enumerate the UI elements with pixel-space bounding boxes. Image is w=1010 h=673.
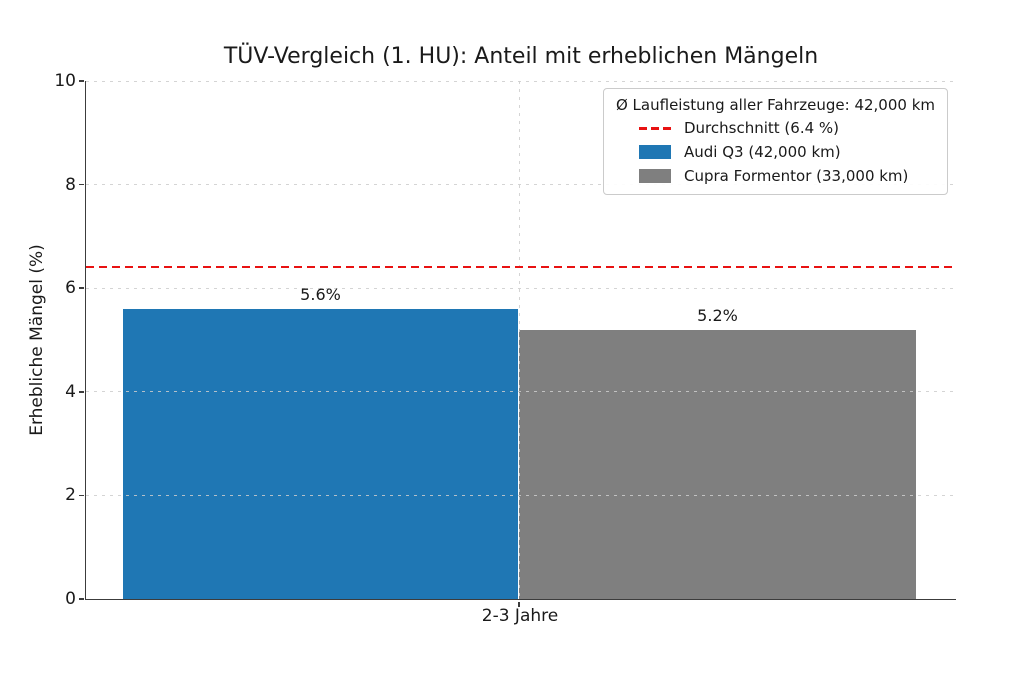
x-tick-label: 2-3 Jahre bbox=[481, 606, 559, 626]
red-dashed-line-icon bbox=[639, 126, 671, 130]
bar-cupra-formentor bbox=[519, 329, 916, 599]
average-reference-line bbox=[86, 266, 956, 269]
y-tick-label: 8 bbox=[65, 174, 76, 195]
y-tick-mark bbox=[79, 80, 84, 82]
legend: Ø Laufleistung aller Fahrzeuge: 42,000 k… bbox=[603, 88, 948, 195]
bar-value-label-cupra: 5.2% bbox=[697, 305, 738, 325]
y-tick-mark bbox=[79, 287, 84, 289]
legend-title: Ø Laufleistung aller Fahrzeuge: 42,000 k… bbox=[615, 96, 935, 114]
plot-area: 5.6% 5.2% Ø Laufleistung aller Fahrzeuge… bbox=[85, 80, 956, 607]
legend-item-durchschnitt: Durchschnitt (6.4 %) bbox=[612, 116, 939, 140]
y-gridline bbox=[86, 80, 956, 82]
x-tick-mark bbox=[518, 602, 520, 607]
y-tick-mark bbox=[79, 598, 84, 600]
bar-audi-q3 bbox=[123, 308, 518, 599]
y-tick-label: 6 bbox=[65, 278, 76, 299]
y-tick-label: 2 bbox=[65, 485, 76, 506]
y-tick-label: 4 bbox=[65, 381, 76, 402]
y-tick-mark bbox=[79, 494, 84, 497]
y-tick-label: 0 bbox=[65, 589, 76, 609]
y-axis-label: Erhebliche Mängel (%) bbox=[27, 244, 47, 436]
gray-swatch-icon bbox=[639, 169, 671, 183]
y-tick-mark bbox=[79, 391, 84, 393]
y-gridline bbox=[86, 287, 956, 289]
y-gridline bbox=[86, 184, 956, 186]
legend-item-label: Audi Q3 (42,000 km) bbox=[684, 143, 841, 161]
legend-item-cupra-formentor: Cupra Formentor (33,000 km) bbox=[612, 164, 939, 188]
y-tick-mark bbox=[79, 183, 84, 186]
y-gridline bbox=[86, 391, 956, 393]
legend-item-audi-q3: Audi Q3 (42,000 km) bbox=[612, 140, 939, 164]
legend-item-label: Durchschnitt (6.4 %) bbox=[684, 119, 840, 137]
x-gridline bbox=[518, 81, 520, 599]
chart-title: TÜV-Vergleich (1. HU): Anteil mit erhebl… bbox=[223, 44, 819, 69]
y-tick-label: 10 bbox=[54, 71, 76, 91]
y-gridline bbox=[86, 494, 956, 496]
legend-item-label: Cupra Formentor (33,000 km) bbox=[684, 167, 909, 185]
bar-value-label-audi: 5.6% bbox=[300, 284, 341, 304]
blue-swatch-icon bbox=[639, 145, 671, 159]
